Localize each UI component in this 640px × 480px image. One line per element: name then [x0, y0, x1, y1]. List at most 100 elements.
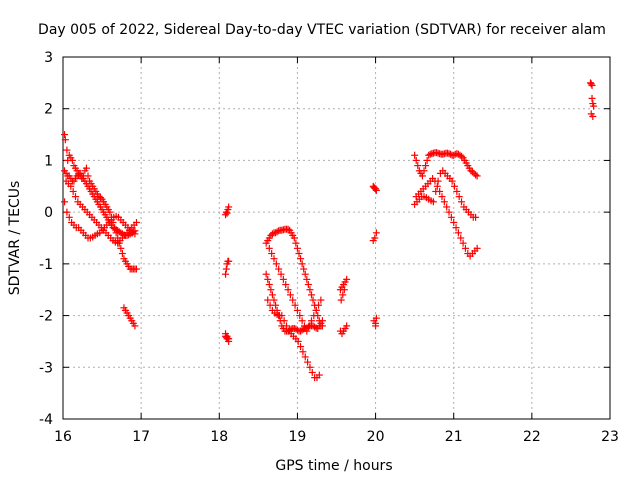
data-point	[412, 156, 420, 164]
data-point	[418, 172, 426, 180]
data-point	[306, 363, 314, 371]
series-1	[61, 131, 140, 330]
data-point	[225, 337, 233, 345]
data-point	[473, 244, 481, 252]
data-point	[414, 162, 422, 170]
data-point	[282, 322, 290, 330]
x-tick-label: 23	[601, 429, 619, 445]
data-point	[280, 317, 288, 325]
series-3	[262, 225, 351, 382]
data-point	[472, 171, 480, 179]
data-point	[337, 296, 345, 304]
data-point	[472, 213, 480, 221]
data-point	[67, 182, 75, 190]
y-tick-label: -3	[39, 360, 53, 376]
data-point	[275, 265, 283, 273]
data-point	[61, 131, 69, 139]
data-point	[317, 296, 325, 304]
data-point	[295, 250, 303, 258]
data-point	[372, 322, 380, 330]
data-point	[63, 208, 71, 216]
data-point	[458, 152, 466, 160]
data-point	[298, 260, 306, 268]
data-point	[300, 265, 308, 273]
plot-frame	[62, 56, 611, 420]
data-point	[455, 193, 463, 201]
data-point	[293, 244, 301, 252]
data-point	[450, 151, 458, 159]
data-point	[445, 208, 453, 216]
data-point	[343, 322, 351, 330]
data-point	[299, 348, 307, 356]
data-point	[61, 198, 69, 206]
data-point	[224, 334, 232, 342]
data-point	[298, 317, 306, 325]
data-point	[433, 182, 441, 190]
data-point	[459, 239, 467, 247]
data-point	[97, 194, 105, 202]
data-point	[222, 333, 230, 341]
data-point	[69, 187, 77, 195]
x-tick-labels: 16 17 18 19 20 21 22 23	[54, 429, 619, 445]
data-point	[291, 301, 299, 309]
data-point	[270, 296, 278, 304]
data-point	[411, 151, 419, 159]
data-point	[225, 257, 233, 265]
data-point	[304, 358, 312, 366]
x-axis-label: GPS time / hours	[275, 458, 392, 474]
data-point	[297, 255, 305, 263]
data-point	[132, 265, 140, 273]
data-point	[222, 270, 230, 278]
data-point	[282, 281, 290, 289]
data-point	[223, 209, 231, 217]
data-point	[262, 270, 270, 278]
y-tick-label: -2	[39, 309, 53, 325]
grid-lines	[63, 57, 610, 419]
data-point	[82, 164, 90, 172]
data-point	[312, 306, 320, 314]
data-point	[267, 286, 275, 294]
y-tick-label: -4	[39, 412, 53, 428]
series-2	[222, 203, 233, 345]
data-point	[458, 198, 466, 206]
data-point	[308, 368, 316, 376]
data-point	[68, 156, 76, 164]
x-tick-label: 21	[445, 429, 463, 445]
y-tick-label: -1	[39, 257, 53, 273]
data-point	[468, 168, 476, 176]
data-point	[371, 234, 379, 242]
data-point	[457, 234, 465, 242]
data-point	[131, 322, 139, 330]
data-point	[265, 281, 273, 289]
y-tick-label: 3	[44, 50, 53, 66]
data-point	[372, 229, 380, 237]
x-tick-label: 20	[367, 429, 385, 445]
data-points	[61, 79, 598, 382]
data-point	[268, 291, 276, 299]
data-point	[450, 218, 458, 226]
data-point	[452, 224, 460, 232]
data-point	[305, 322, 313, 330]
data-point	[304, 281, 312, 289]
data-point	[279, 275, 287, 283]
data-point	[117, 244, 125, 252]
y-tick-label: 0	[44, 205, 53, 221]
data-point	[131, 230, 139, 238]
data-point	[301, 353, 309, 361]
data-point	[431, 177, 439, 185]
data-point	[304, 323, 312, 331]
data-point	[310, 312, 318, 320]
data-point	[118, 250, 126, 258]
data-point	[266, 301, 274, 309]
data-point	[425, 151, 433, 159]
data-point	[450, 182, 458, 190]
data-point	[273, 228, 281, 236]
data-point	[72, 193, 80, 201]
data-point	[473, 172, 481, 180]
data-point	[284, 286, 292, 294]
data-point	[420, 167, 428, 175]
series-4	[369, 182, 380, 330]
axis-ticks	[62, 56, 611, 420]
data-point	[278, 312, 286, 320]
